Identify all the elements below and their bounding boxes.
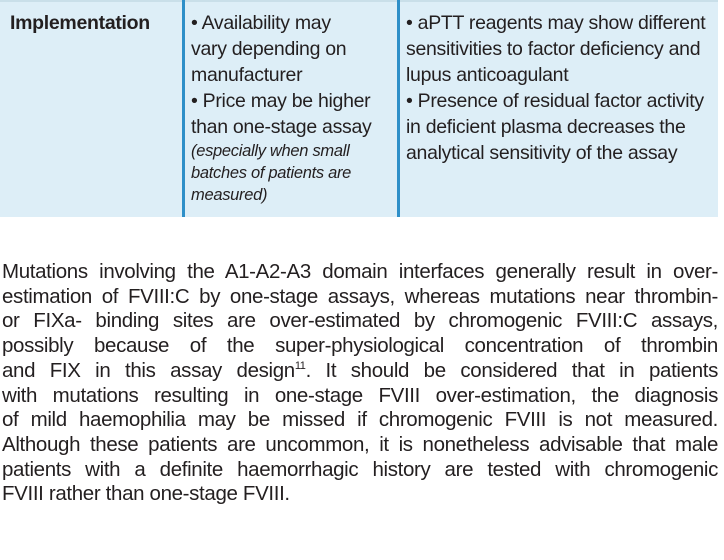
row-label: Implementation <box>10 12 150 34</box>
cell-line: in deficient plasma decreases the <box>406 116 686 138</box>
one-stage-cell: • Availability may vary depending on man… <box>191 10 372 206</box>
cell-line: lupus anticoagulant <box>406 64 569 86</box>
cell-line: • aPTT reagents may show different <box>406 12 706 34</box>
cell-line: vary depending on <box>191 38 347 60</box>
paragraph-line: possibly because of the super-physiologi… <box>2 334 718 358</box>
reference-superscript: 11 <box>294 359 306 372</box>
paragraph-text: . It should be considered that in patien… <box>305 358 719 382</box>
cell-line: manufacturer <box>191 64 303 86</box>
paragraph-line: estimation of FVIII:C by one-stage assay… <box>2 284 718 308</box>
paragraph-line: Although these patients are uncommon, it… <box>2 432 718 456</box>
cell-line: • Availability may <box>191 12 331 34</box>
paragraph-line: patients with a definite haemorrhagic hi… <box>2 457 718 481</box>
cell-note-line: batches of patients are <box>191 164 352 182</box>
cell-line: analytical sensitivity of the assay <box>406 142 678 164</box>
paragraph-line: of mild haemophilia may be missed if chr… <box>2 408 718 432</box>
column-divider-2 <box>397 0 400 217</box>
paragraph-line: Mutations involving the A1-A2-A3 domain … <box>2 260 718 283</box>
cell-line: sensitivities to factor deficiency and <box>406 38 701 60</box>
cell-line: than one-stage assay <box>191 116 372 138</box>
cell-line: • Presence of residual factor activity <box>406 90 704 112</box>
cell-note-line: measured) <box>191 186 268 204</box>
column-divider-1 <box>182 0 185 217</box>
paragraph-line: with mutations resulting in one-stage FV… <box>2 383 718 407</box>
cell-line: • Price may be higher <box>191 90 371 112</box>
paragraph-line: or FIXa- binding sites are over-estimate… <box>2 309 718 333</box>
paragraph-line: FVIII rather than one-stage FVIII. <box>2 482 290 506</box>
chromogenic-cell: • aPTT reagents may show different sensi… <box>406 10 706 166</box>
paragraph-text: and FIX in this assay design <box>2 358 295 382</box>
cell-note-line: (especially when small <box>191 142 350 160</box>
table-top-border <box>0 0 718 2</box>
body-paragraph: Mutations involving the A1-A2-A3 domain … <box>2 260 718 507</box>
comparison-table-row: Implementation • Availability may vary d… <box>0 0 718 217</box>
paragraph-line: and FIX in this assay design11. It shoul… <box>2 359 718 384</box>
